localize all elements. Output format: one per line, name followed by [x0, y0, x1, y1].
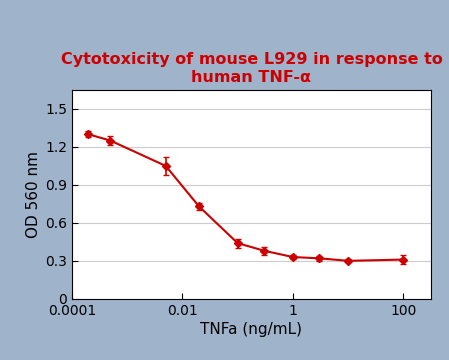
- Title: Cytotoxicity of mouse L929 in response to
human TNF-α: Cytotoxicity of mouse L929 in response t…: [61, 52, 442, 85]
- Y-axis label: OD 560 nm: OD 560 nm: [26, 151, 41, 238]
- X-axis label: TNFa (ng/mL): TNFa (ng/mL): [200, 322, 303, 337]
